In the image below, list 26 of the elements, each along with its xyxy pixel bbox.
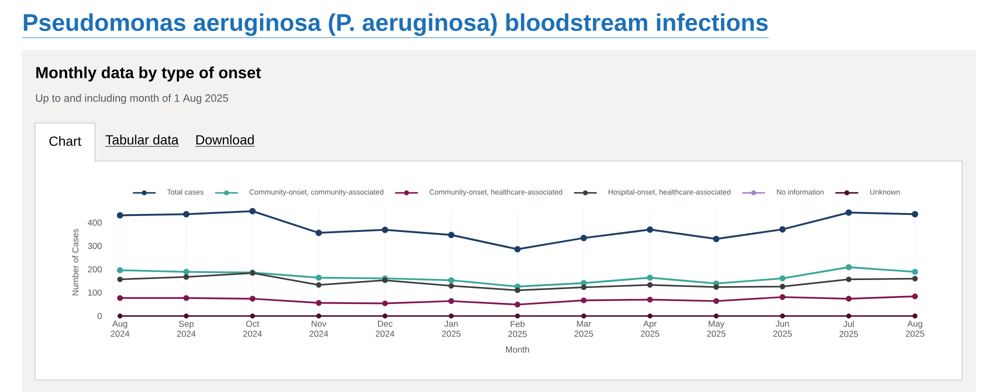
y-axis-title: Number of Cases (72, 228, 78, 296)
x-tick-label: Oct 2024 (243, 320, 262, 337)
x-tick-label: Dec 2024 (376, 320, 394, 337)
x-tick-label: Aug 2025 (906, 320, 924, 337)
x-tick-label: Jan 2025 (442, 320, 461, 337)
x-tick-label: Jun 2025 (773, 320, 792, 337)
text: Up to and including month of 1 Aug 2025 (36, 94, 228, 104)
y-tick-label: 300 (88, 242, 102, 250)
x-tick-label: Feb 2025 (508, 320, 527, 338)
x-tick-label: Jul 2025 (840, 320, 858, 338)
chart-title: Pseudomonas aeruginosa (P. aeruginosa) bloodstream infections (24, 13, 768, 36)
x-tick-label: Mar 2025 (574, 320, 594, 337)
x-tick-label: Nov 2024 (310, 320, 328, 337)
x-tick-label: Aug 2024 (110, 320, 130, 337)
x-tick-label: Sep 2024 (177, 320, 196, 337)
y-tick-label: 0 (98, 312, 102, 320)
y-tick-label: 400 (88, 220, 102, 226)
text: Download (196, 134, 254, 145)
y-tick-label: 200 (88, 266, 102, 272)
x-tick-label: May 2025 (707, 320, 726, 337)
y-tick-label: 100 (88, 290, 102, 296)
chart-subtitle: Monthly data by type of onset (36, 66, 261, 82)
x-axis-title: Month (506, 346, 529, 353)
x-tick-label: Apr 2025 (640, 320, 660, 337)
text: Chart (49, 136, 82, 146)
text: Tabular data (106, 134, 179, 145)
